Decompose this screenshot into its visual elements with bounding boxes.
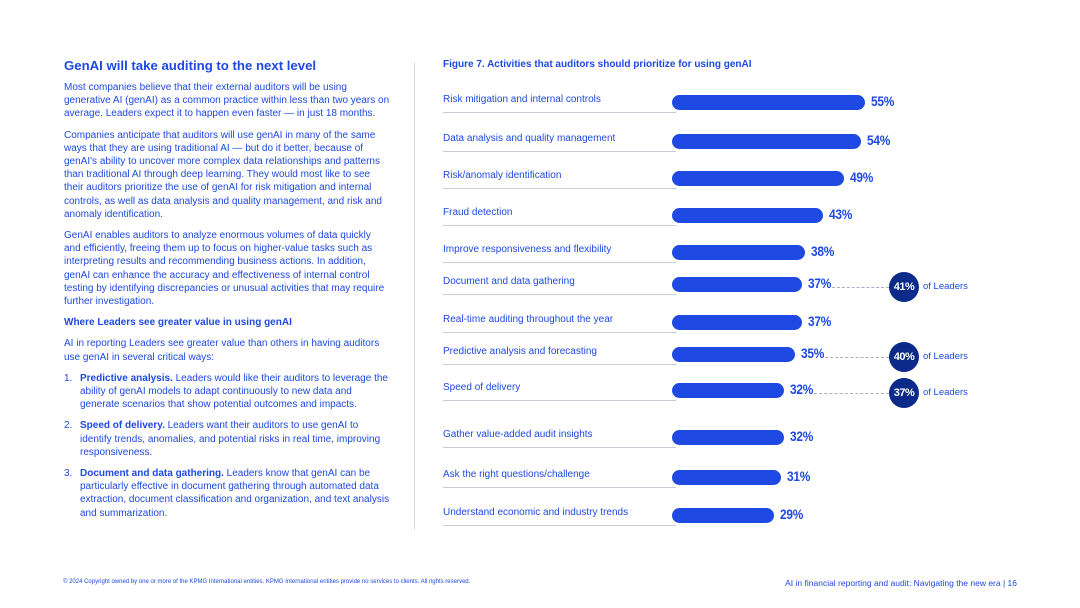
list-item-number: 1. — [64, 372, 73, 384]
article-column: GenAI will take auditing to the next lev… — [64, 58, 390, 528]
list-item-title: Speed of delivery. — [80, 420, 165, 432]
row-rule — [443, 225, 676, 226]
value-label: 31% — [786, 468, 810, 484]
body-paragraph-3: GenAI enables auditors to analyze enormo… — [64, 230, 385, 308]
bar — [672, 134, 861, 149]
category-label: Understand economic and industry trends — [443, 507, 629, 518]
leaders-badge-text: of Leaders — [923, 387, 968, 398]
document-title-page-number: AI in financial reporting and audit: Nav… — [785, 578, 1017, 588]
value-label: 49% — [849, 169, 873, 185]
body-paragraph-2: Companies anticipate that auditors will … — [64, 129, 382, 220]
list-item-text: Leaders know that genAI can be particula… — [80, 468, 390, 519]
row-rule — [443, 262, 676, 263]
callout-connector — [824, 357, 889, 358]
bar — [672, 171, 844, 186]
row-rule — [443, 151, 676, 152]
category-label: Improve responsiveness and flexibility — [443, 244, 612, 255]
row-rule — [443, 447, 676, 448]
value-label: 37% — [807, 313, 831, 329]
bar — [672, 245, 805, 260]
leaders-badge: 41% — [889, 272, 919, 302]
leaders-badge: 40% — [889, 342, 919, 372]
row-rule — [443, 525, 676, 526]
category-label: Fraud detection — [443, 207, 513, 218]
list-item: 1. Predictive analysis. Leaders would li… — [64, 372, 390, 412]
bar — [672, 208, 823, 223]
category-label: Document and data gathering — [443, 276, 575, 287]
row-rule — [443, 294, 676, 295]
list-item-title: Document and data gathering. — [80, 468, 224, 480]
article-heading: GenAI will take auditing to the next lev… — [64, 58, 317, 73]
callout-connector — [814, 393, 889, 394]
bar — [672, 430, 784, 445]
column-divider — [414, 62, 415, 530]
row-rule — [443, 188, 676, 189]
value-label: 32% — [790, 428, 814, 444]
row-rule — [443, 112, 676, 113]
value-label: 35% — [800, 345, 824, 361]
list-item-number: 2. — [64, 420, 73, 432]
category-label: Data analysis and quality management — [443, 133, 616, 144]
figure-title: Figure 7. Activities that auditors shoul… — [443, 59, 752, 70]
body-paragraph-4: AI in reporting Leaders see greater valu… — [64, 338, 380, 363]
bar — [672, 508, 774, 523]
value-label: 32% — [790, 381, 814, 397]
value-label: 37% — [807, 275, 831, 291]
bar — [672, 347, 795, 362]
value-label: 38% — [811, 243, 835, 259]
leaders-badge: 37% — [889, 378, 919, 408]
list-item-title: Predictive analysis. — [80, 372, 173, 384]
bar — [672, 315, 802, 330]
list-item-number: 3. — [64, 468, 73, 480]
row-rule — [443, 332, 676, 333]
category-label: Risk mitigation and internal controls — [443, 94, 601, 105]
leaders-badge-text: of Leaders — [923, 281, 968, 292]
value-label: 54% — [867, 132, 891, 148]
leaders-subheading: Where Leaders see greater value in using… — [64, 317, 292, 329]
category-label: Speed of delivery — [443, 382, 521, 393]
bar — [672, 95, 865, 110]
bar — [672, 383, 784, 398]
category-label: Gather value-added audit insights — [443, 429, 593, 440]
callout-connector — [831, 287, 889, 288]
category-label: Real-time auditing throughout the year — [443, 314, 614, 325]
leaders-list: 1. Predictive analysis. Leaders would li… — [64, 372, 390, 520]
category-label: Predictive analysis and forecasting — [443, 346, 597, 357]
intro-paragraph: Most companies believe that their extern… — [64, 82, 390, 120]
category-label: Risk/anomaly identification — [443, 170, 562, 181]
bar — [672, 277, 802, 292]
bar — [672, 470, 781, 485]
list-item-text: Leaders would like their auditors to lev… — [80, 372, 388, 411]
value-label: 43% — [828, 206, 852, 222]
row-rule — [443, 364, 676, 365]
leaders-badge-text: of Leaders — [923, 351, 968, 362]
list-item-text: Leaders want their auditors to use genAI… — [80, 420, 381, 458]
value-label: 29% — [779, 506, 803, 522]
list-item: 3. Document and data gathering. Leaders … — [64, 467, 390, 520]
list-item: 2. Speed of delivery. Leaders want their… — [64, 419, 390, 459]
row-rule — [443, 487, 676, 488]
row-rule — [443, 400, 676, 401]
value-label: 55% — [870, 93, 894, 109]
category-label: Ask the right questions/challenge — [443, 469, 590, 480]
copyright-notice: © 2024 Copyright owned by one or more of… — [63, 579, 471, 585]
